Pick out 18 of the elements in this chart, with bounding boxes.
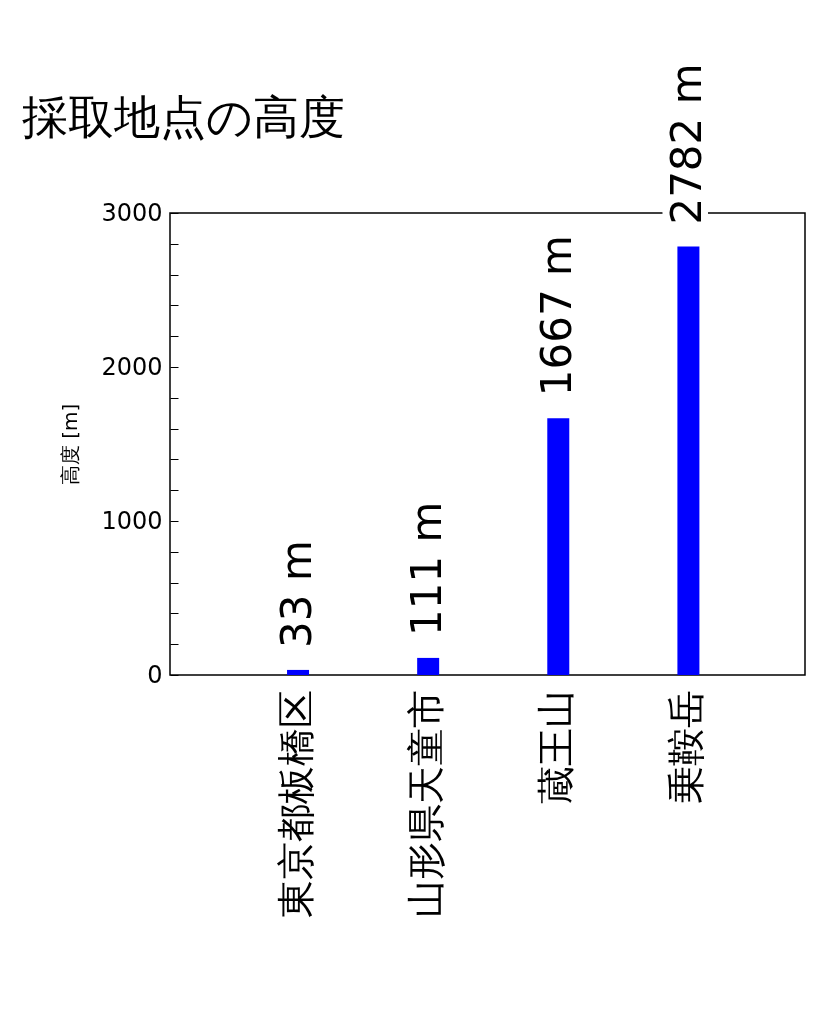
- bar: [547, 418, 570, 675]
- x-tick-label: 蔵王山: [534, 689, 579, 804]
- chart-title: 採取地点の高度: [22, 90, 345, 145]
- data-label: 1667 m: [532, 235, 582, 397]
- bar: [677, 246, 700, 675]
- y-tick-label: 2000: [101, 352, 163, 381]
- bar: [287, 669, 310, 675]
- x-tick-label: 山形県天童市: [404, 689, 449, 918]
- x-tick-label: 東京都板橋区: [274, 689, 319, 918]
- x-tick-label: 乗鞍岳: [664, 689, 709, 804]
- y-tick-label: 1000: [101, 506, 163, 535]
- data-label: 2782 m: [662, 63, 712, 225]
- bar: [417, 657, 440, 675]
- y-tick-label: 0: [147, 660, 163, 689]
- data-label: 111 m: [402, 501, 452, 636]
- y-axis-title: 高度 [m]: [58, 403, 83, 486]
- data-label: 33 m: [272, 540, 322, 648]
- y-tick-label: 3000: [101, 198, 163, 227]
